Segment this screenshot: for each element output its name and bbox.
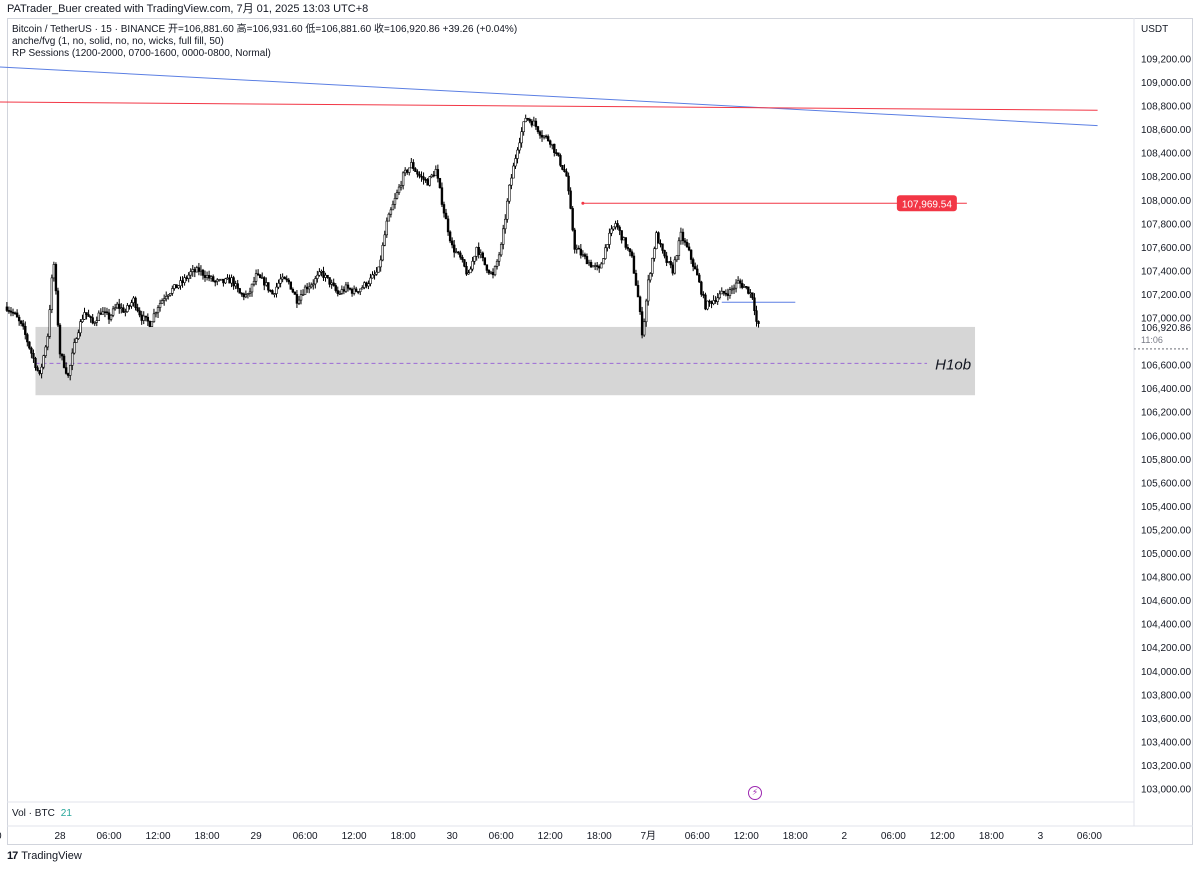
brand-name: TradingView (21, 850, 82, 862)
indicator-legend-fvg[interactable]: anche/fvg (1, no, solid, no, no, wicks, … (12, 36, 224, 47)
indicator-legend-sessions[interactable]: RP Sessions (1200-2000, 0700-1600, 0000-… (12, 48, 271, 59)
x-tick-label: :00 (0, 831, 2, 842)
tradingview-logo-icon: 17 (7, 850, 18, 862)
tradingview-brand: 17 TradingView (7, 850, 82, 862)
symbol-legend[interactable]: Bitcoin / TetherUS · 15 · BINANCE 开=106,… (12, 24, 518, 35)
creator-line: PATrader_Buer created with TradingView.c… (7, 3, 369, 15)
price-scale-currency[interactable]: USDT (1141, 24, 1169, 35)
chart-frame (7, 18, 1193, 845)
lightning-icon[interactable]: ⚡ (748, 786, 762, 800)
volume-legend[interactable]: Vol · BTC 21 (12, 808, 72, 819)
volume-label: Vol · BTC (12, 808, 55, 819)
volume-value: 21 (60, 808, 72, 819)
